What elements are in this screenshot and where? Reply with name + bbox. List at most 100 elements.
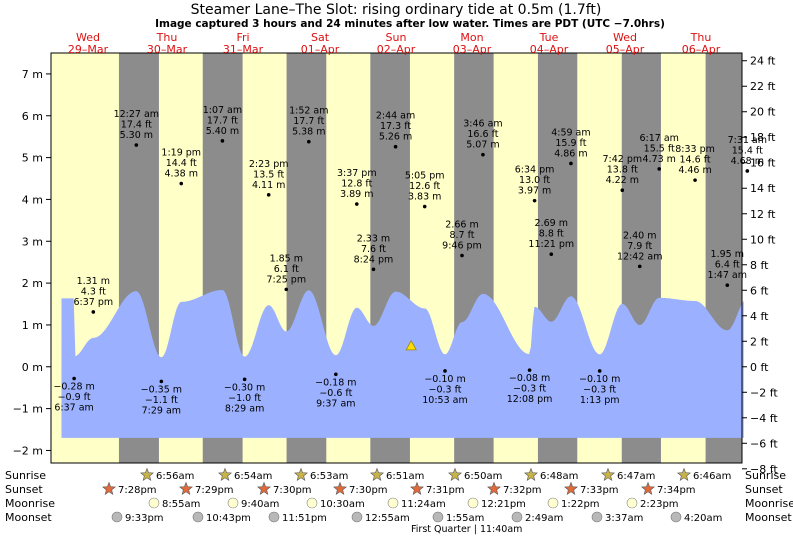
tide-extreme-label: 12.8 ft [341,179,372,190]
moonset-icon [192,511,204,523]
sunset-time: 7:31pm [426,485,465,496]
day-date-label: 31–Mar [223,43,264,56]
tide-extreme-point [422,204,427,209]
tide-extreme-label: 1:13 pm [580,395,620,406]
chart-title: Steamer Lane–The Slot: rising ordinary t… [191,2,602,18]
tide-water-area [61,290,744,438]
moonrise-icon [227,497,239,509]
moonset-time: 11:51pm [282,513,327,524]
tide-extreme-label: 6.4 ft [715,260,740,271]
tide-extreme-point [597,369,602,373]
sunrise-icon [448,467,462,481]
tide-extreme-point [179,181,184,186]
moonrise-row-label: Moonrise [5,497,55,510]
moonrise-time: 2:23pm [640,499,679,510]
moonrise-time: 12:21pm [481,499,526,510]
left-axis-tick-label: 6 m [22,110,43,123]
moonset-time: 1:55am [446,513,484,524]
sunrise-time: 6:47am [617,471,655,482]
left-axis-tick-label: 5 m [22,152,43,165]
right-axis-tick-label: 12 ft [750,208,776,221]
tide-extreme-label: 9:37 am [316,398,355,409]
sunrise-time: 6:54am [234,471,272,482]
tide-extreme-label: 2:44 am [376,111,415,122]
tide-extreme-label: −0.9 ft [58,392,91,403]
left-axis-tick-label: 2 m [22,277,43,290]
day-date-label: 05–Apr [606,43,645,56]
tide-extreme-label: 12.6 ft [409,181,440,192]
day-name-label: Wed [76,31,100,44]
tide-extreme-label: −1.1 ft [145,395,178,406]
tide-extreme-label: 14.4 ft [166,158,197,169]
tide-extreme-label: 16.6 ft [467,129,498,140]
tide-extreme-label: −0.08 m [509,373,550,384]
moonset-time: 12:55am [365,513,410,524]
tide-extreme-label: 6:34 pm [515,165,555,176]
tide-extreme-label: −0.10 m [579,374,620,385]
tide-extreme-point [393,144,398,149]
tide-extreme-label: 12:42 am [617,251,662,262]
sunrise-time: 6:46am [693,471,731,482]
sunrise-time: 6:48am [540,471,578,482]
tide-extreme-label: 7.9 ft [627,241,652,252]
tide-extreme-point [481,152,485,157]
moon-phase-label: First Quarter | 11:40am [411,524,522,535]
left-axis-tick-label: 0 m [22,361,43,374]
day-name-label: Thu [156,31,178,44]
tide-extreme-point [532,198,537,203]
day-name-label: Fri [236,31,249,44]
sunrise-time: 6:51am [386,471,424,482]
sunset-icon [564,481,578,495]
tide-extreme-label: 4.11 m [252,180,285,191]
moonset-row-label: Moonset [5,511,52,524]
tide-extreme-label: 8:33 pm [675,144,715,155]
sunrise-icon [294,467,308,481]
moonset-icon [670,511,682,523]
tide-extreme-point [549,252,554,257]
right-axis-tick-label: −2 ft [750,386,778,399]
day-name-label: Sun [386,31,407,44]
sunset-icon [257,481,271,495]
moonset-time: 4:20am [684,513,722,524]
day-date-label: 01–Apr [301,43,340,56]
tide-extreme-label: 4:59 am [551,127,590,138]
tide-extreme-label: −0.6 ft [319,388,352,399]
tide-extreme-label: −0.3 ft [429,384,462,395]
moonset-time: 10:43pm [206,513,251,524]
tide-extreme-label: 14.6 ft [680,155,711,166]
moonset-row-label-right: Moonset [745,511,792,524]
tide-extreme-label: 15.9 ft [555,138,586,149]
sunrise-icon [601,467,615,481]
sunrise-icon [524,467,538,481]
moonrise-icon [626,497,638,509]
tide-extreme-label: 7:42 pm [602,154,642,165]
right-axis-tick-label: 24 ft [750,55,776,68]
moonrise-row-label-right: Moonrise [745,497,793,510]
sunrise-time: 6:53am [310,471,348,482]
tide-extreme-label: 12:08 pm [507,394,553,405]
tide-extreme-label: 6:37 am [54,402,93,413]
tide-extreme-label: 13.0 ft [519,175,550,186]
right-axis-tick-label: 20 ft [750,106,776,119]
tide-extreme-label: −0.28 m [53,381,94,392]
sunset-time: 7:30pm [273,485,312,496]
moonset-icon [351,511,363,523]
left-axis-tick-label: 3 m [22,235,43,248]
day-date-label: 30–Mar [147,43,188,56]
tide-extreme-label: 5.26 m [379,132,412,143]
tide-extreme-label: 12:27 am [114,109,159,120]
tide-extreme-label: 8.7 ft [449,230,474,241]
sunset-time: 7:34pm [657,485,696,496]
tide-extreme-point [637,264,642,269]
tide-extreme-label: −0.3 ft [513,384,546,395]
tide-extreme-label: 5.07 m [466,140,499,151]
moonrise-time: 8:55am [162,499,200,510]
sunrise-icon [140,467,154,481]
moonrise-icon [306,497,318,509]
tide-extreme-label: 5:05 pm [405,171,445,182]
right-axis-tick-label: 8 ft [750,259,769,272]
tide-extreme-label: 3.83 m [408,192,441,203]
tide-extreme-point [527,368,532,372]
tide-extreme-label: 2.40 m [623,230,656,241]
